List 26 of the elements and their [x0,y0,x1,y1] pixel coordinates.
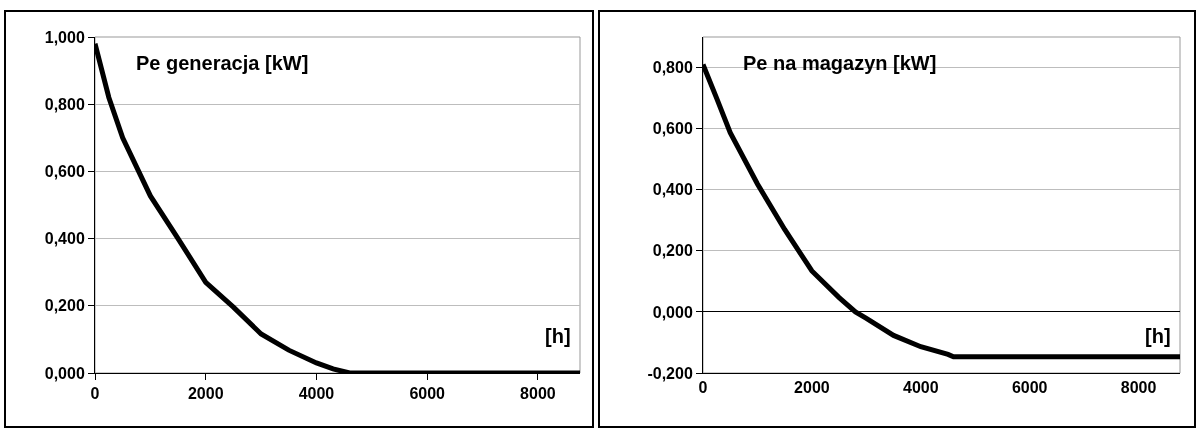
y-axis-title: Pe generacja [kW] [136,52,309,74]
x-tick-label: 4000 [298,385,335,403]
y-tick-label: 0,400 [44,230,85,248]
x-tick-label: 8000 [1120,379,1157,397]
y-tick-label: 0,800 [44,95,85,113]
y-tick-label: 0,600 [652,120,693,138]
y-tick-label: 0,600 [44,163,85,180]
y-tick-label: 0,800 [652,59,693,77]
x-axis-title: [h] [1145,325,1171,347]
x-tick-label: 8000 [520,385,556,403]
x-tick-label: 6000 [409,385,446,403]
x-tick-label: 0 [90,385,100,403]
x-tick-label: 6000 [1011,379,1048,397]
x-tick-label: 0 [698,379,708,397]
y-tick-label: 0,200 [652,242,693,260]
x-tick-label: 2000 [187,385,224,403]
y-tick-label: -0,200 [647,364,693,382]
y-tick-label: 0,000 [44,364,85,382]
y-tick-label: 0,200 [44,297,85,315]
y-tick-label: 1,000 [44,28,85,46]
y-tick-label: 0,400 [652,181,693,199]
x-tick-label: 2000 [794,379,830,397]
y-axis-title: Pe na magazyn [kW] [743,52,937,74]
y-tick-label: 0,000 [652,303,693,321]
x-axis-title: [h] [545,325,571,347]
x-tick-label: 4000 [903,379,939,397]
